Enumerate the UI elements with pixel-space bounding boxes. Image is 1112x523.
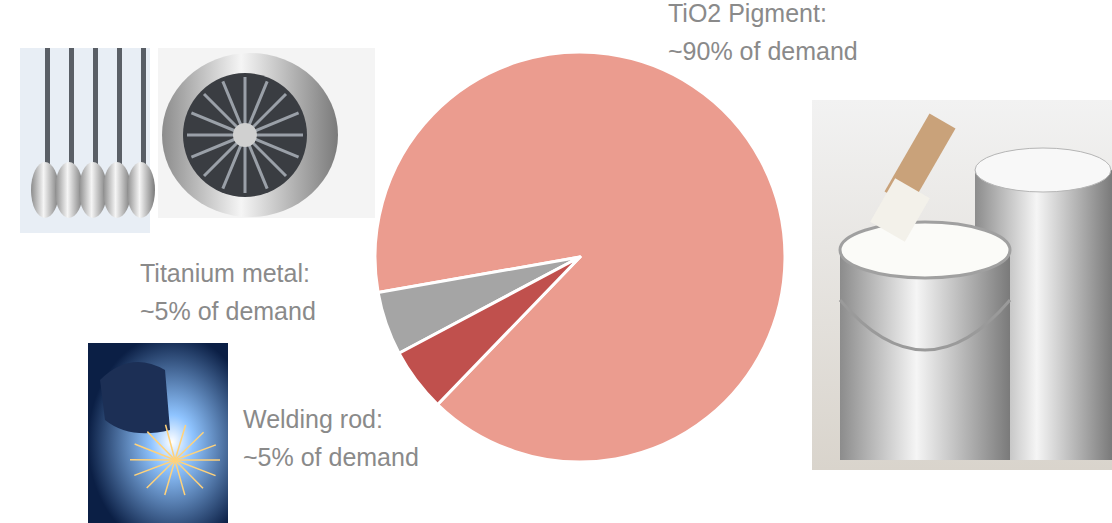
photo-golf-clubs: [20, 48, 155, 233]
club-shaft: [93, 48, 98, 168]
club-head: [31, 162, 59, 218]
pie-slice: [399, 257, 580, 404]
club-head: [103, 162, 131, 218]
pie: [375, 52, 785, 462]
labels: TiO2 Pigment: ~90% of demand Titanium meta…: [140, 0, 858, 471]
club-shaft: [69, 48, 74, 168]
paint-can-back-top: [975, 148, 1111, 192]
spark: [175, 459, 220, 461]
brush-bristles: [870, 178, 930, 241]
photo-background: [158, 48, 375, 218]
engine-intake: [183, 73, 307, 197]
spark: [166, 425, 175, 460]
stage: TiO2 Pigment: ~90% of demand Titanium meta…: [0, 0, 1112, 523]
value-label: ~5% of demand: [140, 297, 316, 325]
spark: [147, 460, 175, 488]
spark: [175, 460, 216, 476]
photo-paint-cans: [812, 100, 1112, 470]
spark: [175, 460, 185, 495]
club-head: [127, 162, 155, 218]
club-shaft: [45, 48, 50, 168]
spark: [175, 445, 216, 460]
category-label: Titanium metal:: [140, 259, 310, 287]
pie-slice: [375, 52, 785, 462]
spark: [130, 459, 175, 461]
value-label: ~5% of demand: [243, 443, 419, 471]
value-label: ~90% of demand: [668, 37, 858, 65]
club-shaft: [141, 48, 146, 168]
category-label: TiO2 Pigment:: [668, 0, 827, 27]
photo-background: [88, 343, 228, 523]
paint-can-front: [840, 250, 1010, 460]
spark: [135, 444, 175, 460]
club-head: [55, 162, 83, 218]
spark: [134, 460, 175, 475]
engine-nacelle: [162, 53, 338, 217]
photo-jet-engine: [158, 48, 375, 218]
category-label: Welding rod:: [243, 405, 383, 433]
photo-background: [812, 100, 1112, 470]
spark: [175, 432, 204, 460]
welder-helmet: [100, 362, 170, 433]
club-shaft: [117, 48, 122, 168]
club-head: [79, 162, 107, 218]
paint-can-front-top: [840, 222, 1010, 278]
chart: TiO2 Pigment: ~90% of demand Titanium meta…: [0, 0, 1112, 523]
paint-can-handle: [840, 300, 1010, 350]
photo-welder: [88, 343, 228, 523]
spinner: [233, 123, 257, 147]
